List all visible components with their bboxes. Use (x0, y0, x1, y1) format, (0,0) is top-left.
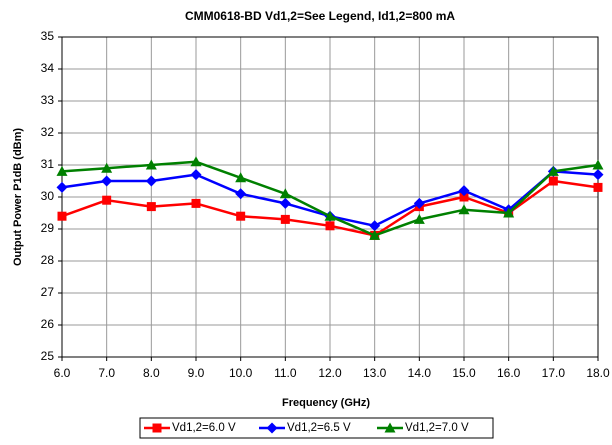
y-tick-label: 27 (41, 285, 55, 299)
marker (458, 204, 470, 215)
x-tick-label: 7.0 (98, 366, 115, 380)
marker (279, 188, 291, 199)
marker (547, 165, 559, 176)
marker (593, 182, 603, 192)
x-tick-label: 11.0 (274, 366, 297, 380)
y-tick-label: 31 (41, 157, 55, 171)
y-tick-label: 34 (41, 61, 55, 75)
marker (369, 229, 381, 240)
x-tick-label: 12.0 (318, 366, 342, 380)
marker (592, 169, 604, 181)
marker (101, 175, 113, 187)
marker (56, 181, 68, 193)
x-tick-label: 9.0 (188, 366, 205, 380)
marker (413, 213, 425, 224)
marker (102, 195, 112, 205)
marker (459, 192, 469, 202)
legend-marker (384, 422, 396, 433)
marker (191, 198, 201, 208)
marker (548, 176, 558, 186)
marker (369, 220, 381, 232)
marker (235, 188, 247, 200)
y-tick-label: 30 (41, 189, 55, 203)
y-tick-label: 35 (41, 29, 55, 43)
marker (279, 197, 291, 209)
x-tick-label: 6.0 (54, 366, 71, 380)
legend-marker (266, 422, 278, 434)
x-tick-label: 17.0 (542, 366, 566, 380)
marker (324, 210, 336, 221)
legend-marker (152, 423, 162, 433)
marker (145, 175, 157, 187)
x-tick-label: 18.0 (586, 366, 610, 380)
marker (146, 202, 156, 212)
marker (57, 211, 67, 221)
chart-title: CMM0618-BD Vd1,2=See Legend, Id1,2=800 m… (185, 9, 455, 23)
x-tick-label: 8.0 (143, 366, 160, 380)
marker (280, 214, 290, 224)
y-tick-label: 25 (41, 349, 55, 363)
marker (236, 211, 246, 221)
marker (56, 165, 68, 176)
legend-label: Vd1,2=6.5 V (287, 422, 351, 434)
legend-label: Vd1,2=6.0 V (172, 422, 236, 434)
marker (145, 159, 157, 170)
plot-border (61, 36, 599, 358)
y-tick-label: 32 (41, 125, 55, 139)
marker (235, 172, 247, 183)
marker (190, 169, 202, 181)
y-tick-label: 33 (41, 93, 55, 107)
x-tick-label: 15.0 (452, 366, 476, 380)
marker (503, 207, 515, 218)
x-tick-label: 14.0 (408, 366, 432, 380)
marker (458, 185, 470, 197)
marker (190, 156, 202, 167)
y-tick-label: 28 (41, 253, 55, 267)
x-tick-label: 13.0 (363, 366, 387, 380)
y-tick-label: 26 (41, 317, 55, 331)
x-tick-label: 16.0 (497, 366, 521, 380)
marker (325, 221, 335, 231)
marker (592, 159, 604, 170)
marker (101, 162, 113, 173)
x-tick-label: 10.0 (229, 366, 253, 380)
x-axis-label: Frequency (GHz) (282, 397, 370, 409)
y-axis-label: Output Power P1dB (dBm) (12, 128, 24, 266)
legend-label: Vd1,2=7.0 V (405, 422, 469, 434)
marker (413, 197, 425, 209)
y-tick-label: 29 (41, 221, 55, 235)
legend-box (139, 417, 494, 439)
